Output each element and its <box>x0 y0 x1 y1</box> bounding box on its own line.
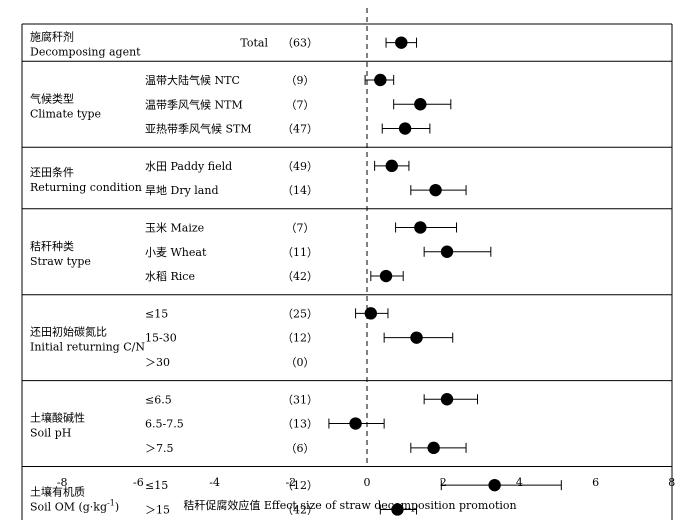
category-label-en: Initial returning C/N <box>30 341 145 354</box>
category-label-cn: 施腐秆剂 <box>30 30 74 44</box>
category-label-cn: 气候类型 <box>30 91 74 105</box>
x-tick-label: 4 <box>516 476 523 489</box>
x-tick-label: -2 <box>285 476 296 489</box>
effect-point <box>395 36 408 49</box>
sample-count: （7） <box>286 221 315 234</box>
effect-point <box>414 221 427 234</box>
subgroup-label: ＞15 <box>145 503 170 516</box>
subgroup-label: 6.5-7.5 <box>145 418 184 431</box>
category-label-en: Returning condition <box>30 181 142 194</box>
subgroup-label: 玉米 Maize <box>145 221 204 234</box>
category-label-cn: 秸秆种类 <box>30 239 74 253</box>
subgroup-label: 旱地 Dry land <box>145 184 219 197</box>
effect-point <box>385 159 398 173</box>
sample-count: （9） <box>286 74 315 87</box>
category-label-en-superscript: -1 <box>107 498 115 507</box>
effect-marks <box>328 36 562 516</box>
sample-count: （42） <box>282 270 318 283</box>
row-labels: 施腐秆剂 Decomposing agent Total （63） 气候类型 Climat… <box>30 30 318 517</box>
category-label-en: Straw type <box>30 255 91 268</box>
subgroup-label: ＞30 <box>145 356 170 369</box>
x-tick-label: 2 <box>440 476 447 489</box>
subgroup-label: ≤15 <box>145 479 168 492</box>
category-label-en: Soil pH <box>30 427 71 440</box>
subgroup-label: 水田 Paddy field <box>145 160 232 173</box>
effect-point <box>391 503 404 516</box>
category-label-en: Decomposing agent <box>30 46 141 59</box>
subgroup-label: Total <box>240 37 268 50</box>
sample-count: （11） <box>282 246 318 259</box>
sample-count: （0） <box>286 356 315 369</box>
sample-count: （12） <box>282 479 318 492</box>
category-label-en: Climate type <box>30 107 101 120</box>
subgroup-label: 15-30 <box>145 332 177 345</box>
sample-count: （25） <box>282 307 318 320</box>
group-separators <box>21 23 673 520</box>
effect-point <box>364 307 378 320</box>
subgroup-label: ＞7.5 <box>145 442 174 455</box>
sample-count: （14） <box>282 184 318 197</box>
x-tick-label: 6 <box>592 476 599 489</box>
x-tick-label: 0 <box>364 476 371 489</box>
sample-count: （47） <box>282 123 318 136</box>
x-tick-label: -8 <box>57 476 68 489</box>
subgroup-label: 水稻 Rice <box>145 270 195 283</box>
effect-point <box>414 98 427 111</box>
subgroup-label: ≤15 <box>145 307 168 320</box>
effect-point <box>398 122 412 135</box>
category-label-cn: 土壤有机质 <box>30 484 85 498</box>
effect-point <box>427 441 440 455</box>
effect-point <box>379 269 393 283</box>
subgroup-label: 小麦 Wheat <box>145 246 207 259</box>
sample-count: （13） <box>282 418 318 431</box>
sample-count: （42） <box>282 503 318 516</box>
x-axis-label: 秸秆促腐效应值 Effect size of straw decompositi… <box>183 498 516 512</box>
category-label-cn: 土壤酸碱性 <box>30 411 85 425</box>
effect-point <box>410 331 423 344</box>
subgroup-label: ≤6.5 <box>145 393 172 406</box>
subgroup-label: 温带大陆气候 NTC <box>145 73 240 87</box>
effect-point <box>440 245 454 258</box>
category-label-en-tail: ) <box>115 500 119 513</box>
x-tick-label: -4 <box>209 476 220 489</box>
sample-count: （7） <box>286 98 315 111</box>
category-label-cn: 还田初始碳氮比 <box>30 325 107 339</box>
x-axis: -8 -6 -4 -2 0 2 4 6 8 <box>57 476 675 489</box>
sample-count: （31） <box>282 393 318 406</box>
effect-point <box>429 183 442 197</box>
sample-count: （49） <box>282 160 318 173</box>
sample-count: （12） <box>282 332 318 345</box>
effect-point <box>374 73 387 87</box>
category-label-cn: 还田条件 <box>30 165 74 179</box>
subgroup-label: 亚热带季风气候 STM <box>145 122 252 136</box>
effect-point <box>440 393 454 406</box>
x-tick-label: -6 <box>133 476 144 489</box>
effect-point <box>349 417 362 430</box>
x-tick-label: 8 <box>668 476 675 489</box>
sample-count: （6） <box>286 442 315 455</box>
category-label-en: Soil OM (g·kg-1) <box>30 498 119 513</box>
category-label-en-main: Soil OM (g·kg <box>30 500 107 513</box>
sample-count: （63） <box>282 37 318 50</box>
subgroup-label: 温带季风气候 NTM <box>145 97 243 111</box>
effect-point <box>488 478 501 492</box>
